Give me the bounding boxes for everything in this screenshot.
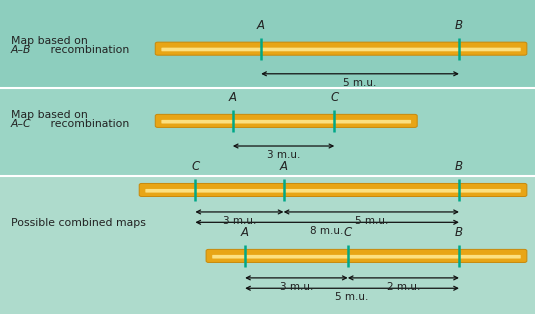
FancyBboxPatch shape [206, 249, 527, 263]
Text: 5 m.u.: 5 m.u. [343, 78, 377, 88]
Text: Map based on: Map based on [11, 110, 91, 120]
Text: 3 m.u.: 3 m.u. [223, 216, 256, 226]
FancyBboxPatch shape [162, 120, 411, 123]
Text: A: A [229, 91, 236, 104]
Text: recombination: recombination [47, 45, 129, 55]
Text: 3 m.u.: 3 m.u. [267, 150, 300, 160]
Text: A: A [257, 19, 265, 32]
Text: B: B [455, 160, 463, 173]
Bar [0, 0, 535, 88]
Text: 8 m.u.: 8 m.u. [310, 226, 344, 236]
FancyBboxPatch shape [139, 183, 527, 197]
FancyBboxPatch shape [155, 42, 527, 55]
Text: A: A [280, 160, 287, 173]
Text: 2 m.u.: 2 m.u. [387, 282, 420, 292]
Text: C: C [343, 226, 352, 239]
Text: A–B: A–B [11, 45, 31, 55]
Text: recombination: recombination [47, 119, 129, 129]
FancyBboxPatch shape [146, 189, 521, 192]
Text: 5 m.u.: 5 m.u. [355, 216, 388, 226]
Text: C: C [191, 160, 200, 173]
FancyBboxPatch shape [162, 48, 521, 51]
Bar [0, 88, 535, 176]
Text: A–C: A–C [11, 119, 32, 129]
Text: Map based on: Map based on [11, 36, 91, 46]
Text: 5 m.u.: 5 m.u. [335, 292, 369, 302]
Text: A: A [241, 226, 249, 239]
Text: C: C [330, 91, 339, 104]
FancyBboxPatch shape [155, 114, 417, 127]
Bar [0, 176, 535, 314]
FancyBboxPatch shape [212, 255, 521, 258]
Text: B: B [455, 226, 463, 239]
Text: 3 m.u.: 3 m.u. [280, 282, 313, 292]
Text: B: B [455, 19, 463, 32]
Text: Possible combined maps: Possible combined maps [11, 218, 146, 228]
